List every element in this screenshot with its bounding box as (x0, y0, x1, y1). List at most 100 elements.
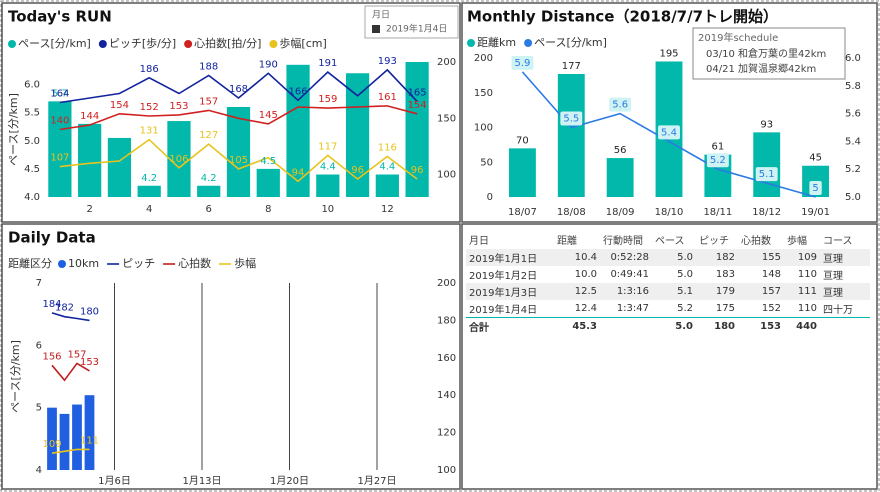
table-cell: 2019年1月3日 (466, 283, 554, 300)
x-tick-label: 18/08 (557, 207, 586, 218)
table-cell: 110 (797, 269, 817, 280)
x-tick-label: 18/12 (752, 207, 781, 218)
data-label: 45 (809, 153, 822, 164)
table-cell: 5.1 (652, 283, 696, 300)
table-cell: 10.0 (574, 269, 597, 280)
total-cell: 45.3 (554, 317, 600, 335)
legend-icon (524, 39, 533, 47)
data-label: 116 (378, 143, 397, 154)
table-row: 2019年1月4日 12.4 1:3:47 5.2 175 152 110 四十万 (466, 300, 870, 318)
total-row: 合計 45.3 5.0 180 153 440 (466, 317, 870, 335)
slicer[interactable] (364, 5, 459, 39)
legend-icon (8, 40, 16, 48)
data-label: 154 (110, 100, 129, 111)
bar (226, 107, 251, 197)
data-label: 152 (140, 102, 159, 113)
chart-title: Daily Data (8, 229, 96, 247)
data-label: 191 (318, 58, 337, 69)
x-tick-label: 1月13日 (182, 475, 221, 487)
legend-label: ピッチ (122, 257, 155, 270)
y2-tick-label: 160 (437, 353, 456, 364)
bar (256, 168, 280, 197)
y-tick-label: 4.5 (24, 164, 40, 175)
x-tick-label: 8 (265, 204, 271, 215)
y-tick-label: 5.5 (24, 108, 40, 119)
bar (197, 185, 221, 197)
bar (375, 174, 399, 197)
data-label: 164 (50, 89, 69, 100)
header-cell: 行動時間 (603, 235, 643, 247)
data-label: 96 (351, 165, 364, 176)
slicer-item[interactable]: 2019年1月4日 (386, 23, 447, 35)
x-tick-label: 2 (86, 204, 92, 215)
header-cell: 歩幅 (787, 235, 807, 247)
slicer-checkbox[interactable] (372, 25, 380, 33)
data-label: 186 (140, 64, 159, 75)
y-tick-label: 5.0 (24, 136, 40, 147)
data-label: 131 (140, 126, 159, 137)
data-label: 188 (199, 62, 218, 73)
table-cell: 110 (797, 303, 817, 314)
table-cell: 5.0 (677, 269, 693, 280)
table-cell: 亘理 (820, 249, 870, 266)
table-cell: 5.2 (677, 303, 693, 314)
data-label: 195 (659, 48, 678, 59)
y-tick-label: 4.0 (24, 192, 40, 203)
legend-icon (184, 40, 193, 48)
table-cell: 179 (696, 283, 738, 300)
legend-icon (467, 39, 475, 47)
bar (107, 137, 132, 197)
data-label: 5.5 (563, 114, 579, 125)
total-cell: 5.0 (652, 317, 696, 335)
y2-tick-label: 120 (437, 428, 456, 439)
panel-frame (461, 2, 878, 223)
table-cell: 12.5 (554, 283, 600, 300)
schedule-item: 04/21 加賀温泉郷42km (706, 62, 816, 75)
legend-label: ペース[分/km] (534, 36, 607, 49)
legend-icon (269, 40, 278, 48)
y2-tick-label: 200 (437, 57, 456, 68)
data-label-bg (658, 125, 680, 140)
legend-label: 心拍数 (178, 256, 211, 270)
y-tick-label: 6 (36, 340, 42, 351)
legend-title: 距離区分 (8, 256, 52, 270)
data-label: 94 (292, 167, 305, 178)
data-label: 157 (67, 349, 86, 360)
slicer-title: 月日 (372, 10, 390, 21)
line (51, 312, 90, 322)
legend-label: 距離km (477, 35, 516, 49)
line (59, 138, 418, 183)
data-label: 144 (80, 111, 99, 122)
y-axis-label: ペース[分/km] (9, 340, 22, 413)
header-cell: ピッチ (699, 235, 729, 247)
table-cell: 2019年1月2日 (469, 271, 538, 282)
data-label: 140 (50, 116, 69, 127)
data-label: 153 (169, 101, 188, 112)
data-label: 5.9 (514, 58, 530, 69)
data-label: 153 (80, 357, 99, 368)
legend-label: ペース[分/km] (18, 37, 91, 50)
y2-tick-label: 150 (437, 113, 456, 124)
bar (84, 395, 95, 470)
bar (47, 407, 57, 470)
total-cell: 180 (696, 317, 738, 335)
bar (286, 64, 310, 197)
data-label: 180 (80, 306, 99, 317)
table-cell: 10.4 (554, 249, 600, 266)
y2-tick-label: 200 (437, 278, 456, 289)
data-label: 105 (229, 155, 248, 166)
table-row: 2019年1月2日 10.0 0:49:41 5.0 183 148 110 亘理 (466, 266, 870, 283)
panel-frame (1, 2, 461, 223)
x-tick-label: 18/10 (655, 207, 684, 218)
y-tick-label: 150 (474, 88, 493, 99)
table-row: 2019年1月3日 12.5 1:3:16 5.1 179 157 111 亘理 (466, 283, 870, 300)
data-label: 56 (614, 145, 627, 156)
data-label: 184 (42, 299, 61, 310)
legend-label: 歩幅[cm] (279, 36, 326, 50)
header-cell: ペース (655, 235, 685, 247)
x-tick-label: 10 (321, 204, 334, 215)
header-cell: 月日 (469, 235, 489, 247)
data-label: 93 (760, 119, 773, 130)
data-label: 106 (169, 154, 188, 165)
